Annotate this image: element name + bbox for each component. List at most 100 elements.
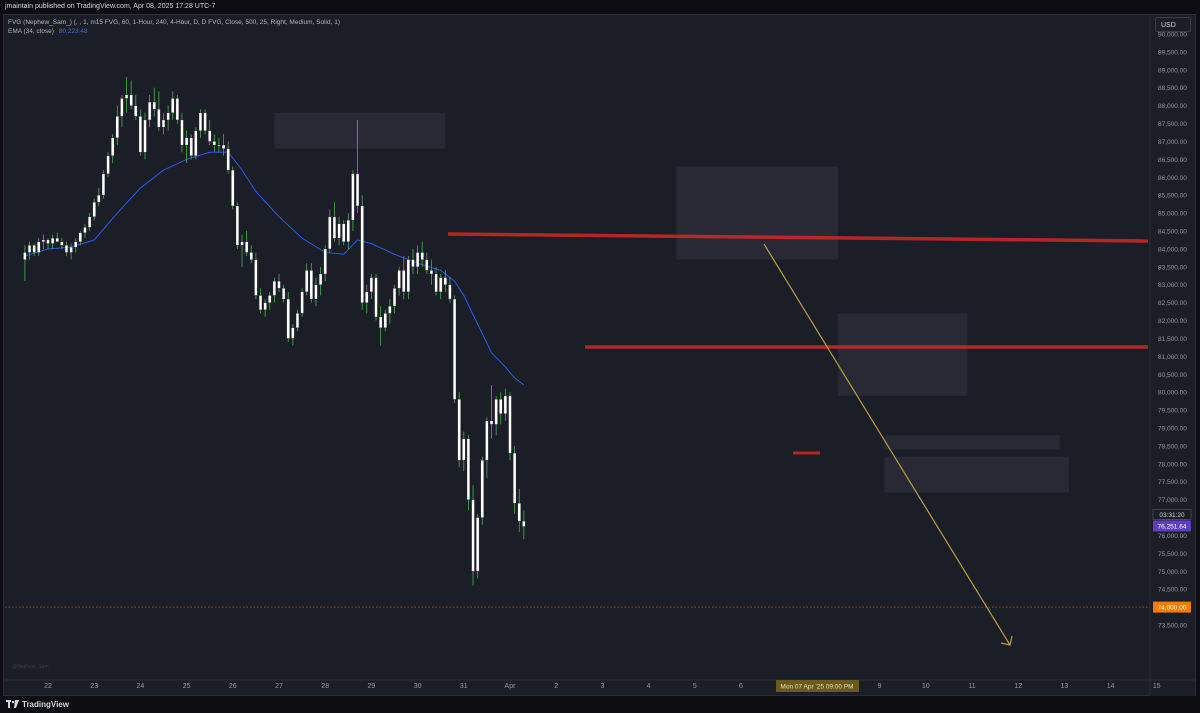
candle-body: [337, 223, 341, 239]
time-tick-label: 26: [229, 683, 237, 690]
time-tick-label: 4: [647, 683, 651, 690]
ema-line: [24, 151, 525, 386]
candle: [342, 220, 346, 246]
time-tick-label: 15: [1153, 683, 1161, 690]
candle-body: [60, 241, 64, 246]
candle: [55, 232, 59, 242]
candle: [416, 245, 420, 274]
candle-body: [471, 499, 475, 572]
chart-watermark: @Nephew_Sam: [12, 664, 49, 670]
candle: [309, 263, 313, 303]
chart-legend: FVG (Nephew_Sam_) (, , 1, m15 FVG, 60, 1…: [8, 18, 340, 36]
price-tick-label: 85,000.00: [1158, 211, 1187, 218]
candle-body: [392, 288, 397, 307]
crosshair-date: Mon 07 Apr '25 09:00 PM: [776, 680, 859, 692]
candle-body: [452, 298, 457, 400]
candle: [286, 291, 290, 343]
time-tick-label: 11: [968, 683, 975, 690]
candle: [138, 109, 142, 156]
candle: [249, 245, 253, 264]
candle: [92, 198, 96, 221]
candle-body: [513, 452, 517, 504]
candle-body: [138, 116, 142, 153]
candle-body: [97, 195, 101, 203]
candle: [295, 309, 300, 332]
time-tick-label: 30: [414, 683, 422, 690]
candle-body: [111, 137, 115, 156]
candle-body: [212, 141, 216, 146]
candle: [60, 238, 64, 249]
candle: [420, 241, 424, 267]
candle-body: [480, 460, 484, 518]
price-tick-label: 79,500.00: [1158, 408, 1187, 415]
time-tick-label: 31: [460, 683, 468, 690]
candle-body: [282, 288, 286, 300]
candle: [106, 152, 110, 178]
candle-body: [115, 116, 119, 139]
price-tick-label: 77,500.00: [1158, 479, 1187, 486]
candle-body: [314, 284, 318, 300]
candle: [212, 134, 216, 153]
candle-body: [148, 101, 152, 121]
currency-button[interactable]: USD: [1155, 17, 1191, 32]
candle-body: [69, 246, 73, 253]
projection-arrow: [763, 243, 1011, 646]
candle: [152, 87, 156, 117]
candle: [148, 94, 152, 128]
candle: [513, 445, 517, 514]
price-tick-label: 81,500.00: [1158, 336, 1187, 343]
candle-body: [254, 259, 258, 296]
time-tick-label: 25: [183, 683, 191, 690]
time-tick-label: 3: [600, 683, 604, 690]
candle: [277, 273, 281, 292]
candle: [392, 284, 397, 314]
countdown-bg: [1152, 509, 1192, 520]
price-tick-label: 88,000.00: [1158, 103, 1187, 110]
candle: [360, 195, 364, 310]
candle-body: [309, 270, 313, 300]
fvg-indicator-label: FVG (Nephew_Sam_) (, , 1, m15 FVG, 60, 1…: [8, 19, 340, 26]
candle-body: [272, 280, 276, 296]
candle-body: [37, 241, 41, 253]
candle-body: [83, 227, 87, 233]
candle-body: [277, 280, 281, 289]
candle: [503, 388, 507, 421]
candle-body: [23, 252, 27, 260]
candle-body: [462, 438, 466, 461]
candle: [166, 105, 170, 131]
candle: [346, 213, 350, 249]
price-tick-label: 74,500.00: [1158, 587, 1187, 594]
candle-body: [360, 205, 364, 303]
candle: [318, 266, 323, 296]
candle: [115, 105, 119, 146]
candle-body: [503, 395, 507, 414]
candle: [231, 166, 235, 210]
crosshair-date-bg: [776, 680, 859, 692]
candle: [485, 417, 489, 479]
candle-body: [443, 277, 447, 285]
price-tick-label: 77,000.00: [1158, 497, 1187, 504]
candle: [194, 127, 198, 160]
candle: [258, 288, 263, 314]
candle: [120, 94, 124, 128]
candle: [429, 259, 434, 285]
candle: [448, 277, 452, 303]
candle: [23, 245, 27, 282]
price-tick-label: 88,500.00: [1158, 85, 1187, 92]
tradingview-logo-icon: [6, 700, 19, 708]
candle: [37, 238, 41, 257]
candle: [494, 395, 498, 436]
candle-body: [221, 144, 226, 149]
time-tick-label: 28: [321, 683, 329, 690]
price-tick-label: 90,000.00: [1158, 32, 1187, 39]
candle-body: [231, 169, 235, 207]
candle-body: [476, 517, 480, 572]
candle-body: [175, 98, 179, 121]
candle-body: [388, 306, 392, 314]
candle: [480, 456, 484, 525]
price-tick-label: 86,500.00: [1158, 157, 1187, 164]
candle-body: [106, 155, 110, 174]
candle-body: [499, 399, 503, 414]
candle-body: [134, 105, 138, 117]
